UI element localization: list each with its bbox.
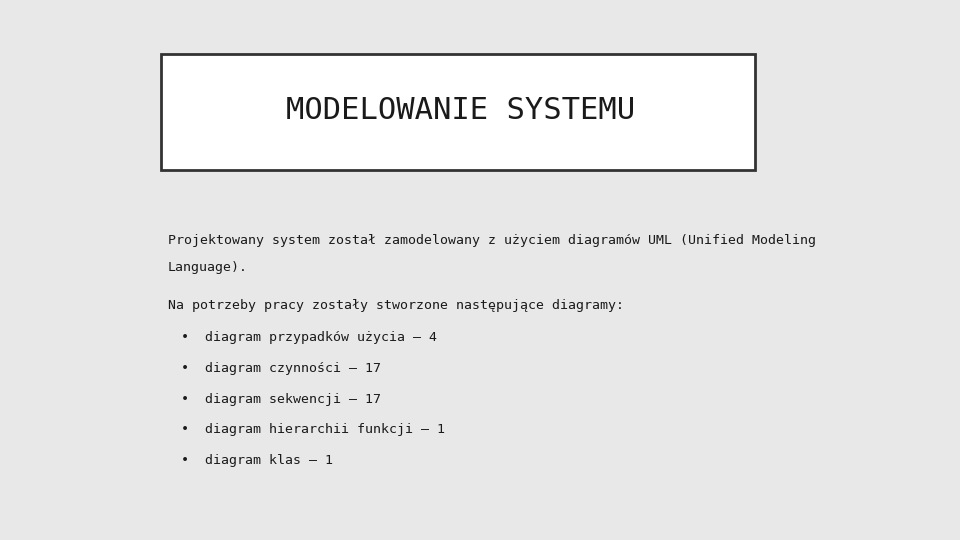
Text: •  diagram sekwencji – 17: • diagram sekwencji – 17 — [181, 393, 381, 406]
Text: •  diagram czynności – 17: • diagram czynności – 17 — [181, 362, 381, 375]
FancyBboxPatch shape — [161, 54, 755, 170]
Text: •  diagram przypadków użycia – 4: • diagram przypadków użycia – 4 — [181, 331, 438, 344]
Text: •  diagram klas – 1: • diagram klas – 1 — [181, 454, 333, 467]
Text: Projektowany system został zamodelowany z użyciem diagramów UML (Unified Modelin: Projektowany system został zamodelowany … — [168, 234, 816, 247]
Text: •  diagram hierarchii funkcji – 1: • diagram hierarchii funkcji – 1 — [181, 423, 445, 436]
Text: Na potrzeby pracy zostały stworzone następujące diagramy:: Na potrzeby pracy zostały stworzone nast… — [168, 299, 624, 312]
Text: MODELOWANIE SYSTEMU: MODELOWANIE SYSTEMU — [286, 96, 635, 125]
Text: Language).: Language). — [168, 261, 248, 274]
